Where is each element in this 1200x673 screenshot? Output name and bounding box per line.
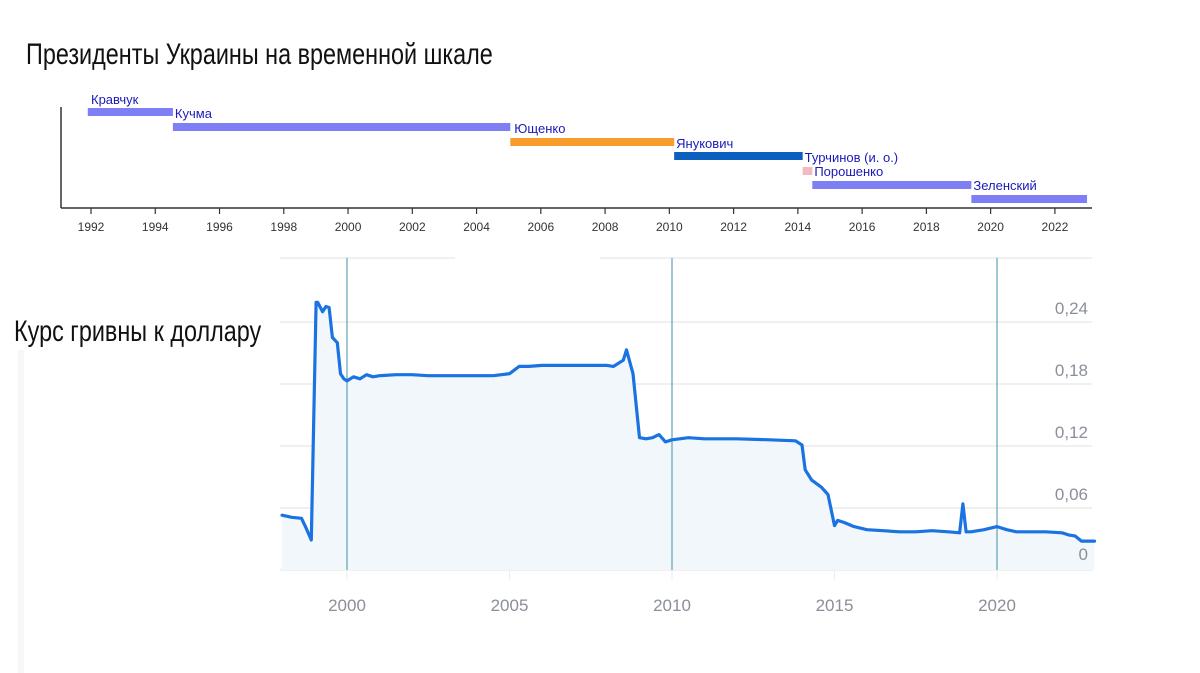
timeline-tick-label: 2000: [335, 220, 362, 234]
timeline-tick-label: 1992: [78, 220, 105, 234]
x-tick-label: 2015: [816, 596, 854, 615]
timeline-tick-label: 2002: [399, 220, 426, 234]
president-term-bar: [971, 195, 1088, 203]
timeline-tick-label: 2022: [1042, 220, 1069, 234]
timeline-title: Президенты Украины на временной шкале: [26, 38, 493, 71]
president-term-bar: [510, 138, 675, 146]
timeline-tick-label: 2012: [720, 220, 747, 234]
president-name-label: Янукович: [676, 136, 733, 151]
timeline-tick-label: 2008: [592, 220, 619, 234]
left-edge-strip: [18, 350, 24, 673]
x-tick-label: 2010: [653, 596, 691, 615]
timeline-tick-label: 2018: [913, 220, 940, 234]
president-term-bar: [172, 123, 511, 131]
y-tick-label: 0,12: [1055, 423, 1088, 442]
president-term-bar: [87, 108, 173, 116]
x-tick-label: 2020: [978, 596, 1016, 615]
timeline-tick-label: 2016: [849, 220, 876, 234]
president-name-label: Кравчук: [91, 92, 139, 107]
president-name-label: Кучма: [175, 106, 213, 121]
rate-line: [280, 300, 1097, 543]
rate-area-fill: [282, 302, 1095, 570]
timeline-tick-label: 2014: [785, 220, 812, 234]
timeline-tick-label: 1998: [270, 220, 297, 234]
x-tick-label: 2005: [491, 596, 529, 615]
presidents-timeline-chart: 1992 1994 1996 1998 2000 2002 2004 2006 2008 2010…: [60, 92, 1092, 234]
president-term-bar: [802, 167, 813, 175]
timeline-tick-label: 2004: [463, 220, 490, 234]
timeline-tick-label: 1996: [206, 220, 233, 234]
president-name-label: Порошенко: [814, 164, 883, 179]
timeline-tick-label: 2010: [656, 220, 683, 234]
exchange-rate-title: Курс гривны к доллару: [14, 315, 262, 348]
timeline-tick-label: 2006: [527, 220, 554, 234]
y-tick-label: 0,06: [1055, 485, 1088, 504]
president-name-label: Турчинов (и. о.): [805, 150, 898, 165]
timeline-tick-label: 2020: [977, 220, 1004, 234]
y-tick-label: 0,18: [1055, 361, 1088, 380]
timeline-tick-label: 1994: [142, 220, 169, 234]
president-name-label: Ющенко: [514, 121, 565, 136]
x-tick-label: 2000: [328, 596, 366, 615]
president-term-bar: [812, 181, 972, 189]
president-name-label: Зеленский: [973, 178, 1036, 193]
y-tick-label: 0,24: [1055, 299, 1088, 318]
y-tick-label: 0: [1079, 545, 1088, 564]
president-term-bar: [674, 152, 803, 160]
